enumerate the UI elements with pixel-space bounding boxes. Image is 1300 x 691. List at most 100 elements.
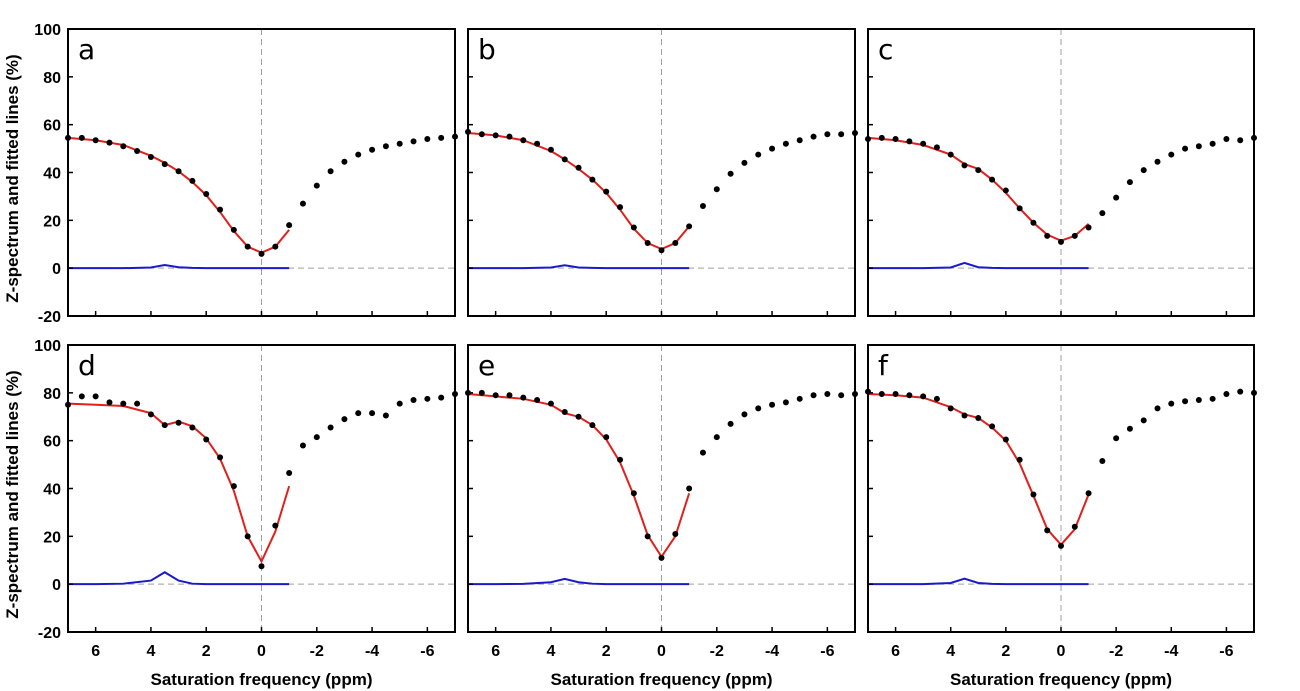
data-point <box>161 422 168 429</box>
data-point <box>272 243 279 250</box>
panel-label: b <box>478 33 496 66</box>
data-point <box>547 400 554 407</box>
data-point <box>92 393 99 400</box>
data-point <box>838 392 845 399</box>
x-tick-label: 6 <box>491 643 500 660</box>
residual-line <box>868 577 1089 586</box>
y-tick-label: 20 <box>43 529 61 546</box>
data-point <box>147 153 154 160</box>
fit-line <box>467 132 690 251</box>
data-point <box>424 136 431 143</box>
data-point <box>824 131 831 138</box>
data-point <box>1113 194 1120 201</box>
data-point <box>534 140 541 147</box>
data-point <box>603 434 610 441</box>
y-tick-label: -20 <box>38 309 61 326</box>
data-point <box>217 454 224 461</box>
x-tick-label: 4 <box>146 643 155 660</box>
data-point <box>561 156 568 163</box>
data-point <box>1140 417 1147 424</box>
data-point <box>520 137 527 144</box>
data-point <box>810 133 817 140</box>
fit-line <box>467 393 691 559</box>
data-point <box>492 132 499 139</box>
data-point <box>313 434 320 441</box>
data-point <box>686 485 693 492</box>
data-point <box>975 167 982 174</box>
y-tick-label: -20 <box>38 625 61 642</box>
data-point <box>1099 457 1106 464</box>
data-point <box>1058 542 1064 549</box>
data-point <box>741 411 748 418</box>
panel-label: a <box>78 33 95 66</box>
data-point <box>769 401 776 408</box>
data-point <box>1058 238 1064 245</box>
data-point <box>617 204 624 211</box>
panel-label: e <box>478 349 495 382</box>
data-point <box>1126 425 1133 432</box>
data-point <box>1099 210 1106 217</box>
data-point <box>134 147 141 154</box>
data-point <box>1223 136 1230 143</box>
data-point <box>658 247 665 254</box>
data-point <box>230 483 237 490</box>
data-point <box>120 400 127 407</box>
data-point <box>878 391 885 398</box>
data-point <box>258 563 265 570</box>
data-point <box>286 222 293 229</box>
data-point <box>769 145 776 152</box>
x-tick-label: -4 <box>1164 643 1178 660</box>
data-point <box>1071 232 1078 239</box>
data-point <box>189 177 196 184</box>
data-point <box>341 416 348 423</box>
y-tick-label: 80 <box>43 70 61 87</box>
data-point <box>438 134 445 141</box>
data-point <box>755 405 762 412</box>
data-point <box>1209 140 1216 147</box>
data-point <box>892 136 899 143</box>
data-point <box>796 137 803 144</box>
y-tick-label: 60 <box>43 118 61 135</box>
y-tick-label: 80 <box>43 386 61 403</box>
panel-a: -20 0 20 40 60 80 100 a Z-spectrum and fitted li… <box>3 22 458 326</box>
data-point <box>1168 151 1175 158</box>
data-point <box>1113 435 1120 442</box>
x-tick-label: 2 <box>1001 643 1010 660</box>
data-point <box>369 146 376 153</box>
data-point <box>396 140 403 147</box>
fit-line <box>867 393 1090 547</box>
residual-line <box>468 264 690 270</box>
data-point <box>217 206 224 213</box>
x-tick-label: 4 <box>946 643 955 660</box>
data-point <box>1030 219 1037 226</box>
x-tick-label: 6 <box>91 643 100 660</box>
residual-line <box>468 577 690 586</box>
panel-label: d <box>78 349 96 382</box>
data-point <box>520 394 527 401</box>
x-tick-label: 6 <box>891 643 900 660</box>
data-point <box>713 434 720 441</box>
y-tick-label: 100 <box>34 338 61 355</box>
data-point <box>203 436 210 443</box>
data-point <box>933 395 940 402</box>
data-point <box>575 164 582 171</box>
data-point <box>230 226 237 233</box>
data-point <box>161 161 168 168</box>
data-point <box>147 411 154 418</box>
data-point <box>603 188 610 195</box>
data-point <box>106 139 113 146</box>
data-point <box>1182 398 1189 405</box>
y-tick-label: 0 <box>52 261 61 278</box>
data-point <box>438 394 445 401</box>
data-point <box>741 159 748 166</box>
x-axis-label: Saturation frequency (ppm) <box>551 670 773 689</box>
data-point <box>699 202 706 209</box>
data-point <box>534 397 541 404</box>
y-axis-label: Z-spectrum and fitted lines (%) <box>3 54 22 302</box>
data-point <box>1195 143 1202 150</box>
x-tick-label: -6 <box>1219 643 1233 660</box>
data-point <box>203 191 210 198</box>
panel-e: 6 4 2 0 -2 -4 -6 e Saturation frequency (ppm) <box>465 344 858 689</box>
data-point <box>175 168 182 175</box>
data-point <box>906 392 913 399</box>
